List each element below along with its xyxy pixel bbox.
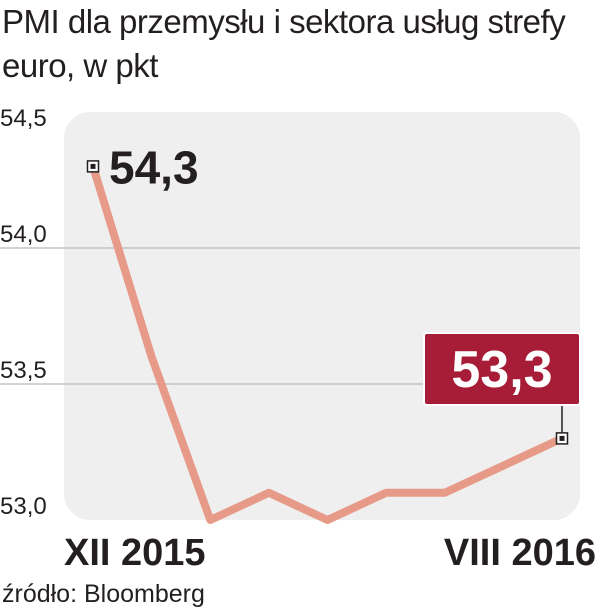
data-point-core	[90, 163, 96, 169]
plot-background	[64, 112, 580, 520]
source-note: źródło: Bloomberg	[2, 580, 205, 608]
x-axis-ticks: XII 2015 VIII 2016	[64, 532, 596, 574]
y-axis-ticks: 54,5 54,0 53,5 53,0	[0, 105, 47, 520]
y-tick-label: 54,0	[0, 221, 47, 248]
y-tick-label: 53,5	[0, 357, 47, 384]
y-tick-label: 54,5	[0, 105, 47, 132]
x-tick-label: XII 2015	[64, 532, 206, 574]
annotations: 54,3 53,3	[86, 141, 581, 445]
callout-box	[423, 332, 581, 406]
data-point-core	[559, 435, 565, 441]
data-label: 54,3	[109, 141, 199, 193]
series-group	[89, 162, 566, 524]
series-line	[89, 162, 566, 524]
x-tick-label: VIII 2016	[444, 532, 596, 574]
y-tick-label: 53,0	[0, 493, 47, 520]
chart-title: PMI dla przemysłu i sektora usług strefy…	[2, 3, 566, 84]
data-label: 53,3	[451, 341, 552, 399]
